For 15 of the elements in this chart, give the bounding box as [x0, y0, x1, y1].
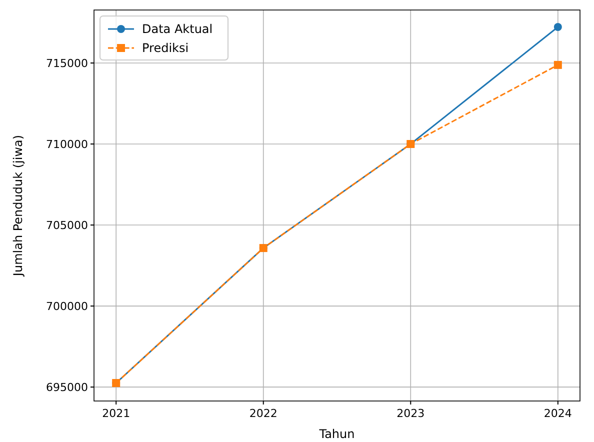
y-tick-label: 715000 [46, 56, 88, 70]
x-axis-title: Tahun [318, 427, 355, 441]
y-tick-label: 700000 [46, 300, 88, 314]
legend-label: Data Aktual [142, 22, 213, 36]
x-tick-label: 2023 [396, 407, 425, 420]
x-tick-label: 2024 [544, 407, 572, 420]
x-tick-label: 2021 [102, 407, 130, 420]
y-tick-label: 705000 [46, 219, 88, 232]
y-tick-label: 695000 [46, 381, 88, 394]
point [554, 60, 562, 69]
x-tick-label: 2022 [249, 407, 278, 420]
y-tick-label: 710000 [46, 138, 88, 152]
y-axis-title: Jumlah Penduduk (jiwa) [11, 134, 25, 278]
legend-label: Prediksi [142, 41, 189, 55]
point [554, 23, 562, 32]
